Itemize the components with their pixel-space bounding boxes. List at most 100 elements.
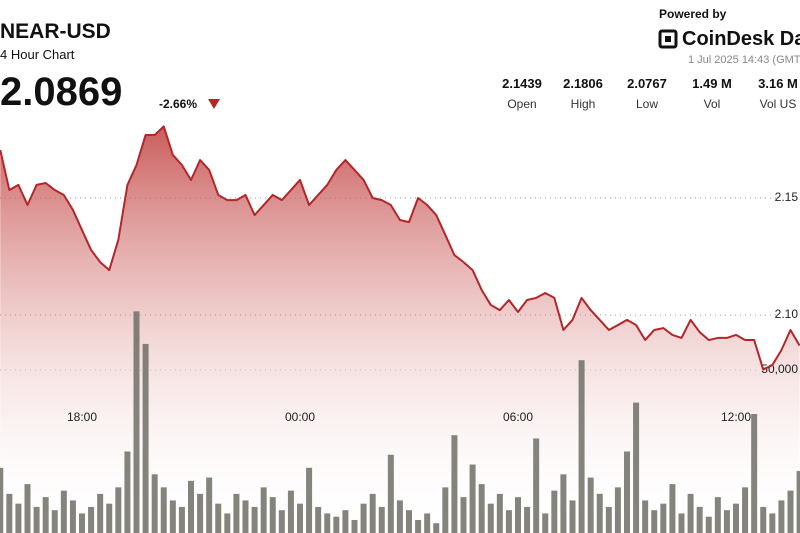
- volume-bar: [696, 506, 703, 533]
- volume-bar: [178, 506, 185, 533]
- stat: 2.1806 High: [551, 76, 615, 111]
- volume-bar: [251, 506, 258, 533]
- x-tick-label: 06:00: [503, 410, 533, 424]
- volume-bar: [760, 506, 767, 533]
- volume-bar: [633, 402, 640, 533]
- volume-bar: [542, 513, 549, 533]
- x-tick-label: 12:00: [721, 410, 751, 424]
- volume-bar: [124, 451, 131, 533]
- down-arrow: [208, 99, 220, 109]
- volume-bar: [278, 510, 285, 533]
- volume-bar: [515, 497, 521, 533]
- volume-bar: [324, 513, 331, 533]
- volume-bar: [478, 484, 485, 533]
- volume-bar: [587, 477, 594, 533]
- volume-bar: [15, 503, 22, 533]
- volume-bar: [660, 503, 667, 533]
- brand: CoinDesk Dat: [682, 28, 800, 50]
- volume-bar: [524, 506, 531, 533]
- volume-bar: [451, 435, 458, 533]
- volume-bar: [769, 513, 776, 533]
- volume-bar: [24, 484, 31, 533]
- volume-bar: [378, 506, 385, 533]
- volume-bar: [433, 523, 440, 533]
- volume-bar: [415, 519, 422, 533]
- volume-bar: [315, 506, 322, 533]
- stat-value: 2.1806: [563, 76, 603, 91]
- volume-bar: [224, 513, 231, 533]
- volume-bar: [188, 480, 194, 533]
- volume-bar: [106, 503, 113, 533]
- volume-bar: [351, 519, 358, 533]
- volume-bar: [614, 487, 621, 533]
- volume-bar: [778, 500, 785, 533]
- volume-bar: [406, 510, 412, 533]
- x-tick-label: 18:00: [67, 410, 97, 424]
- volume-bar: [742, 487, 749, 533]
- volume-bar: [242, 500, 249, 533]
- volume-bar: [469, 464, 476, 533]
- volume-bar: [714, 497, 721, 533]
- volume-bar: [233, 493, 240, 533]
- volume-bar: [551, 490, 558, 533]
- stat: 2.1439 Open: [490, 76, 554, 111]
- volume-bar: [751, 414, 758, 533]
- stat-value: 3.16 M: [758, 76, 798, 91]
- volume-bar: [51, 510, 58, 533]
- volume-bar: [287, 490, 294, 533]
- stat-label: High: [570, 97, 596, 111]
- volume-bar: [133, 311, 140, 533]
- powered-by: Powered by: [659, 7, 727, 21]
- volume-bar: [678, 513, 685, 533]
- volume-bar: [442, 487, 449, 533]
- volume-bar: [197, 493, 204, 533]
- volume-bar: [796, 471, 800, 533]
- volume-bar: [733, 503, 739, 533]
- brand-logo: [658, 29, 678, 49]
- price-line: [0, 125, 800, 371]
- volume-bar: [151, 474, 158, 533]
- volume-bar: [705, 516, 712, 533]
- volume-bar: [596, 493, 603, 533]
- volume-bar: [605, 506, 612, 533]
- stat-label: Vol US: [759, 97, 797, 111]
- stat-label: Vol: [703, 97, 721, 111]
- y-tick-label: 2.10: [775, 307, 799, 321]
- volume-bar: [642, 500, 649, 533]
- volume-bar: [360, 503, 367, 533]
- volume-bar: [787, 490, 794, 533]
- volume-bar: [578, 360, 585, 533]
- volume-bar: [42, 497, 49, 533]
- volume-bar: [369, 493, 376, 533]
- volume-bar: [97, 493, 104, 533]
- volume-bar: [142, 343, 149, 533]
- volume-bar: [6, 493, 13, 533]
- volume-bar: [505, 510, 512, 533]
- volume-bar: [269, 497, 276, 533]
- volume-bar: [496, 493, 503, 533]
- volume-bar: [206, 477, 213, 533]
- volume-bar: [687, 493, 694, 533]
- volume-bar: [0, 467, 4, 533]
- stat-value: 1.49 M: [692, 76, 732, 91]
- volume-bar: [333, 516, 340, 533]
- volume-bar: [33, 506, 40, 533]
- volume-bar: [396, 500, 403, 533]
- stat-label: Low: [635, 97, 658, 111]
- stat: 2.0767 Low: [615, 76, 679, 111]
- volume-bar: [560, 474, 567, 533]
- y-tick-label: 50,000: [761, 362, 798, 376]
- volume-bar: [651, 510, 658, 533]
- volume-bar: [169, 500, 176, 533]
- x-tick-label: 00:00: [285, 410, 315, 424]
- symbol: NEAR-USD: [0, 20, 111, 43]
- stat: 1.49 M Vol: [680, 76, 744, 111]
- stat-value: 2.1439: [502, 76, 542, 91]
- stat-value: 2.0767: [627, 76, 667, 91]
- volume-bar: [669, 484, 676, 533]
- volume-bar: [88, 506, 95, 533]
- stat: 3.16 M Vol US: [746, 76, 800, 111]
- volume-bar: [115, 487, 122, 533]
